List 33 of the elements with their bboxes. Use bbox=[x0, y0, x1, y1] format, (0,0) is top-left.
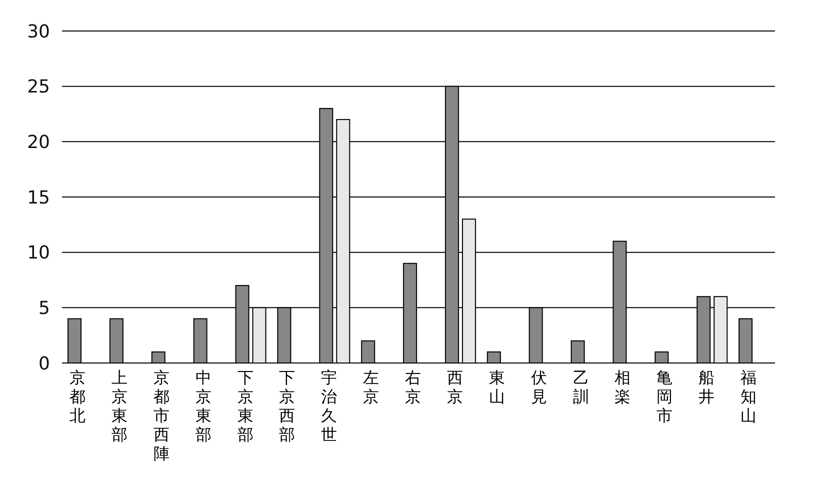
y-tick-label: 15 bbox=[27, 187, 50, 208]
x-tick-label: 船井 bbox=[698, 368, 715, 406]
x-tick-label: 伏見 bbox=[530, 368, 547, 406]
x-tick-label: 下京東部 bbox=[237, 368, 254, 444]
y-tick-label: 30 bbox=[27, 21, 50, 42]
x-tick-label: 福知山 bbox=[740, 368, 757, 425]
bar bbox=[738, 318, 753, 364]
x-tick-label: 宇治久世 bbox=[321, 368, 338, 444]
y-tick-label: 10 bbox=[27, 242, 50, 264]
y-tick-label: 5 bbox=[38, 298, 50, 319]
x-tick-label: 右京 bbox=[405, 368, 422, 406]
x-tick-label: 京都北 bbox=[70, 368, 86, 425]
bar bbox=[68, 318, 82, 364]
bar bbox=[109, 318, 124, 364]
x-tick-label: 中京東部 bbox=[195, 368, 212, 444]
y-tick-label: 0 bbox=[38, 353, 50, 374]
y-tick-label: 20 bbox=[27, 132, 50, 153]
bar bbox=[193, 318, 208, 364]
y-tick-label: 25 bbox=[27, 76, 50, 98]
x-tick-label: 亀岡市 bbox=[656, 368, 673, 425]
bar bbox=[570, 340, 585, 364]
bar bbox=[151, 351, 166, 364]
x-tick-label: 左京 bbox=[363, 368, 380, 406]
x-tick-label: 乙訓 bbox=[572, 368, 589, 406]
x-tick-label: 西京 bbox=[446, 368, 463, 406]
x-tick-label: 下京西部 bbox=[279, 368, 296, 444]
bar bbox=[654, 351, 669, 364]
x-tick-label: 相楽 bbox=[614, 368, 631, 406]
bar bbox=[361, 340, 376, 364]
x-tick-label: 上京東部 bbox=[111, 368, 128, 444]
bar bbox=[486, 351, 501, 364]
x-tick-label: 東山 bbox=[488, 368, 505, 406]
x-tick-label: 京都市西陣 bbox=[153, 368, 170, 463]
